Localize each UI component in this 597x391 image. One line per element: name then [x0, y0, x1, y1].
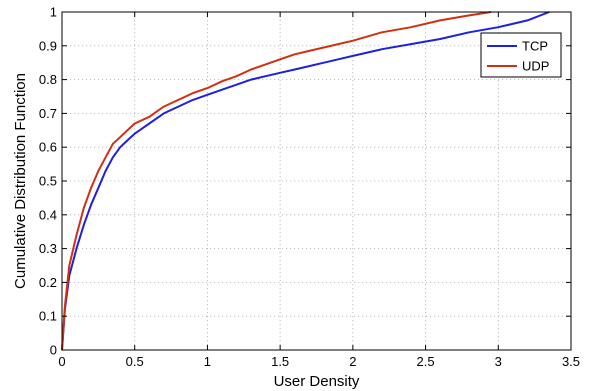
legend-label-udp: UDP: [522, 59, 549, 74]
y-tick-label: 0.9: [39, 38, 57, 53]
y-tick-label: 0.6: [39, 140, 57, 155]
x-tick-label: 3: [495, 354, 502, 369]
y-tick-label: 0.2: [39, 275, 57, 290]
y-tick-label: 0.5: [39, 174, 57, 189]
x-tick-label: 2.5: [417, 354, 435, 369]
series-lines: [61, 11, 550, 351]
x-tick-label: 2: [349, 354, 356, 369]
legend-label-tcp: TCP: [522, 39, 548, 54]
x-tick-label: 1.5: [271, 354, 289, 369]
y-tick-label: 1: [50, 5, 57, 20]
y-tick-label: 0.4: [39, 207, 57, 222]
x-tick-label: 3.5: [562, 354, 580, 369]
series-line-tcp: [61, 11, 550, 351]
x-tick-label: 0: [58, 354, 65, 369]
y-tick-label: 0.1: [39, 309, 57, 324]
y-tick-label: 0.7: [39, 106, 57, 121]
series-line-udp: [61, 11, 492, 351]
x-tick-label: 1: [204, 354, 211, 369]
x-axis-label: User Density: [274, 373, 360, 390]
axis-ticks: 0 0.5 1 1.5 2 2.5 3 3.5 0 0.1 0.2 0.3 0.4 0.5 0.6 0.7 0.…: [39, 5, 580, 370]
legend-box: [480, 32, 562, 78]
y-tick-label: 0.8: [39, 72, 57, 87]
y-tick-label: 0: [50, 343, 57, 358]
y-tick-label: 0.3: [39, 241, 57, 256]
x-tick-label: 0.5: [126, 354, 144, 369]
y-axis-label: Cumulative Distribution Function: [12, 73, 29, 289]
legend: TCP UDP: [480, 32, 562, 78]
